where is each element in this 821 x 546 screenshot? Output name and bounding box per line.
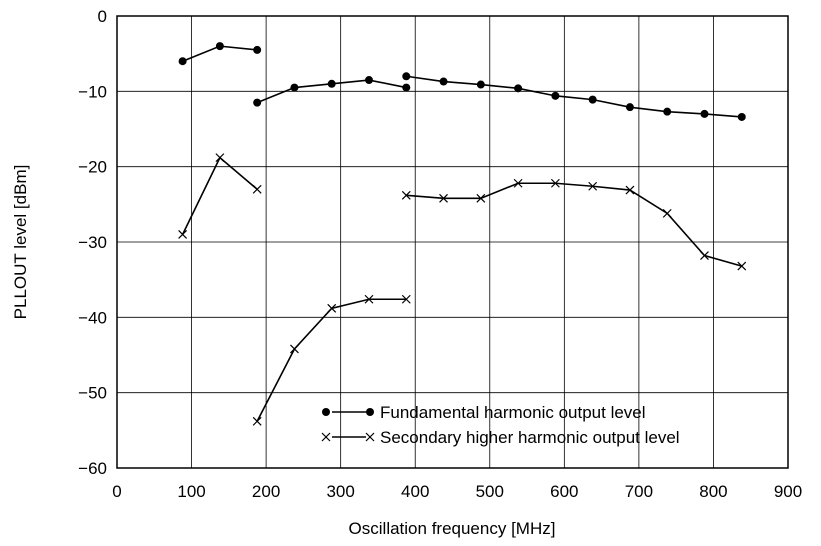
series-line bbox=[406, 182, 742, 267]
x-tick-label: 800 bbox=[699, 482, 727, 501]
y-tick-label: −50 bbox=[78, 384, 107, 403]
y-tick-label: −10 bbox=[78, 82, 107, 101]
y-tick-label: −20 bbox=[78, 158, 107, 177]
series-line bbox=[406, 75, 742, 118]
data-point bbox=[700, 109, 709, 118]
data-point bbox=[514, 84, 523, 93]
data-point bbox=[663, 107, 672, 116]
series-layer bbox=[178, 42, 747, 426]
data-point bbox=[252, 416, 262, 426]
data-point bbox=[402, 72, 411, 81]
x-tick-label: 400 bbox=[401, 482, 429, 501]
data-point bbox=[327, 303, 337, 313]
data-point bbox=[439, 77, 448, 86]
data-point bbox=[737, 112, 746, 121]
legend: Fundamental harmonic output level Second… bbox=[321, 403, 680, 447]
x-axis-label: Oscillation frequency [MHz] bbox=[349, 519, 556, 538]
y-tick-label: 0 bbox=[98, 7, 107, 26]
data-point bbox=[401, 190, 411, 200]
data-point bbox=[178, 57, 187, 66]
plot-frame bbox=[116, 15, 789, 469]
data-point bbox=[402, 83, 411, 92]
data-point bbox=[401, 294, 411, 304]
x-tick-label: 200 bbox=[252, 482, 280, 501]
data-point bbox=[290, 344, 299, 354]
data-point bbox=[588, 95, 597, 104]
x-tick-label: 700 bbox=[625, 482, 653, 501]
data-point bbox=[253, 98, 262, 107]
data-point bbox=[327, 79, 336, 88]
data-point bbox=[215, 42, 224, 51]
data-point bbox=[252, 184, 262, 194]
data-point bbox=[662, 208, 672, 218]
data-point bbox=[550, 178, 560, 188]
data-point bbox=[551, 91, 560, 100]
data-point bbox=[178, 230, 188, 239]
series-0 bbox=[178, 42, 746, 121]
legend-sample-fundamental bbox=[322, 408, 374, 416]
data-point bbox=[476, 80, 485, 89]
data-point bbox=[625, 103, 634, 112]
y-axis-label: PLLOUT level [dBm] bbox=[11, 165, 30, 320]
data-point bbox=[588, 181, 598, 191]
data-point bbox=[439, 193, 448, 203]
legend-marker bbox=[365, 432, 375, 442]
data-point bbox=[737, 261, 747, 271]
grid bbox=[117, 16, 788, 468]
data-point bbox=[364, 76, 373, 85]
legend-marker bbox=[321, 432, 331, 442]
data-point bbox=[476, 193, 486, 203]
x-tick-label: 900 bbox=[774, 482, 802, 501]
y-tick-label: −30 bbox=[78, 233, 107, 252]
y-axis-ticks: 0 −10 −20 −30 −40 −50 −60 bbox=[78, 7, 107, 478]
legend-sample-secondary bbox=[321, 432, 375, 442]
data-point bbox=[700, 251, 709, 260]
legend-label-fundamental: Fundamental harmonic output level bbox=[380, 403, 646, 422]
data-point bbox=[215, 153, 225, 163]
x-tick-label: 300 bbox=[326, 482, 354, 501]
data-point bbox=[513, 178, 523, 188]
legend-marker bbox=[366, 408, 374, 416]
data-point bbox=[625, 185, 635, 195]
data-point bbox=[290, 83, 299, 92]
y-tick-label: −40 bbox=[78, 308, 107, 327]
x-tick-label: 100 bbox=[177, 482, 205, 501]
x-tick-label: 0 bbox=[112, 482, 121, 501]
legend-marker bbox=[322, 408, 330, 416]
x-tick-label: 500 bbox=[476, 482, 504, 501]
data-point bbox=[364, 294, 374, 304]
legend-label-secondary: Secondary higher harmonic output level bbox=[380, 428, 680, 447]
series-1 bbox=[178, 153, 747, 426]
y-tick-label: −60 bbox=[78, 459, 107, 478]
series-line bbox=[181, 156, 258, 235]
x-axis-ticks: 0 100 200 300 400 500 600 700 800 900 bbox=[112, 482, 802, 501]
x-tick-label: 600 bbox=[550, 482, 578, 501]
data-point bbox=[253, 45, 262, 54]
